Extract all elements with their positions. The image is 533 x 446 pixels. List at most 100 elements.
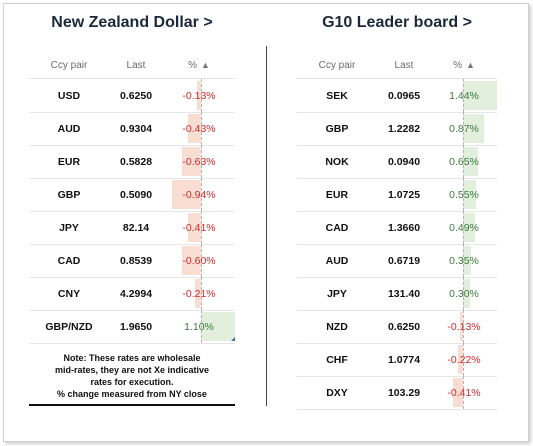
- triangle-up-icon: ▲: [465, 60, 475, 70]
- pct-change-value: -0.63%: [182, 155, 216, 168]
- last-rate-cell: 1.3660: [387, 221, 421, 234]
- pct-change-value: -0.60%: [182, 254, 216, 267]
- zero-line: [463, 79, 464, 112]
- change-bar: [187, 114, 201, 143]
- zero-line: [463, 112, 464, 145]
- ccy-pair-cell: GBP/NZD: [45, 320, 93, 333]
- last-rate-cell: 0.0965: [387, 89, 421, 102]
- change-bar: [463, 81, 497, 110]
- table-row[interactable]: AUD 0.6719 0.35%: [297, 244, 497, 278]
- last-rate-cell: 1.2282: [387, 122, 421, 135]
- table-row[interactable]: JPY 131.40 0.30%: [297, 277, 497, 311]
- zero-line: [463, 343, 464, 376]
- pct-change-cell: 0.55%: [431, 178, 497, 211]
- zero-line: [463, 145, 464, 178]
- pct-change-cell: 0.35%: [431, 244, 497, 277]
- last-rate-cell: 0.0940: [387, 155, 421, 168]
- change-bar: [196, 81, 201, 110]
- pct-change-value: 0.30%: [449, 287, 479, 300]
- ccy-pair-cell: USD: [57, 89, 81, 102]
- table-row[interactable]: DXY 103.29 -0.41%: [297, 376, 497, 410]
- change-bar: [201, 312, 235, 341]
- note-line: % change measured from NY close: [57, 389, 207, 399]
- last-rate-cell: 131.40: [387, 287, 421, 300]
- ccy-pair-cell: NOK: [325, 155, 349, 168]
- pct-change-value: 0.35%: [449, 254, 479, 267]
- zero-line: [201, 244, 202, 277]
- last-rate-cell: 0.8539: [119, 254, 153, 267]
- pct-change-value: 1.44%: [449, 89, 479, 102]
- change-bar: [171, 180, 201, 209]
- zero-line: [201, 178, 202, 211]
- table-row[interactable]: GBP/NZD 1.9650 1.10%: [29, 310, 235, 344]
- ccy-pair-cell: GBP: [57, 188, 81, 201]
- last-rate-cell: 1.0725: [387, 188, 421, 201]
- last-rate-cell: 0.9304: [119, 122, 153, 135]
- pct-change-cell: -0.13%: [431, 310, 497, 343]
- g10-table-header: Ccy pair Last % ▲: [297, 52, 497, 79]
- triangle-up-icon: ▲: [200, 60, 210, 70]
- table-row[interactable]: GBP 1.2282 0.87%: [297, 112, 497, 146]
- header-last: Last: [126, 59, 146, 71]
- pct-change-value: 0.65%: [449, 155, 479, 168]
- change-bar: [463, 147, 479, 176]
- last-rate-cell: 82.14: [122, 221, 150, 234]
- table-row[interactable]: NZD 0.6250 -0.13%: [297, 310, 497, 344]
- table-row[interactable]: CAD 0.8539 -0.60%: [29, 244, 235, 278]
- pct-change-cell: 0.30%: [431, 277, 497, 310]
- change-bar: [463, 180, 476, 209]
- zero-line: [463, 211, 464, 244]
- header-pct-sort[interactable]: % ▲: [163, 52, 235, 78]
- widget-frame: New Zealand Dollar > Ccy pair Last % ▲ U…: [3, 3, 529, 442]
- resize-corner-icon: [231, 337, 235, 341]
- pct-change-cell: -0.60%: [163, 244, 235, 277]
- zero-line: [201, 145, 202, 178]
- note-line: Note: These rates are wholesale: [63, 353, 201, 363]
- pct-change-value: -0.22%: [447, 353, 481, 366]
- pct-change-cell: 0.87%: [431, 112, 497, 145]
- table-row[interactable]: AUD 0.9304 -0.43%: [29, 112, 235, 146]
- table-row[interactable]: EUR 0.5828 -0.63%: [29, 145, 235, 179]
- pct-change-value: 0.49%: [449, 221, 479, 234]
- g10-panel-title-link[interactable]: G10 Leader board >: [322, 14, 472, 31]
- ccy-pair-cell: SEK: [326, 89, 348, 102]
- header-last: Last: [394, 59, 414, 71]
- table-row[interactable]: USD 0.6250 -0.13%: [29, 79, 235, 113]
- ccy-pair-cell: CAD: [57, 254, 81, 267]
- pct-change-value: -0.21%: [182, 287, 216, 300]
- last-rate-cell: 0.6250: [387, 320, 421, 333]
- table-row[interactable]: CHF 1.0774 -0.22%: [297, 343, 497, 377]
- last-rate-cell: 0.6719: [387, 254, 421, 267]
- last-rate-cell: 4.2994: [119, 287, 153, 300]
- zero-line: [463, 277, 464, 310]
- table-row[interactable]: JPY 82.14 -0.41%: [29, 211, 235, 245]
- ccy-pair-cell: JPY: [327, 287, 347, 300]
- ccy-pair-cell: JPY: [59, 221, 79, 234]
- zero-line: [201, 211, 202, 244]
- zero-line: [201, 277, 202, 310]
- pct-change-value: -0.94%: [182, 188, 216, 201]
- change-bar: [463, 114, 484, 143]
- pct-change-cell: -0.21%: [163, 277, 235, 310]
- change-bar: [188, 213, 201, 242]
- ccy-pair-cell: NZD: [326, 320, 348, 333]
- table-row[interactable]: EUR 1.0725 0.55%: [297, 178, 497, 212]
- nzd-panel-title-link[interactable]: New Zealand Dollar >: [51, 14, 213, 31]
- pct-change-value: -0.13%: [447, 320, 481, 333]
- ccy-pair-cell: CNY: [57, 287, 81, 300]
- pct-change-value: 1.10%: [184, 320, 214, 333]
- header-pct-sort[interactable]: % ▲: [431, 52, 497, 78]
- zero-line: [201, 79, 202, 112]
- pct-change-cell: 1.44%: [431, 79, 497, 112]
- table-row[interactable]: CAD 1.3660 0.49%: [297, 211, 497, 245]
- pct-change-value: 0.55%: [449, 188, 479, 201]
- note-line: rates for execution.: [90, 377, 174, 387]
- table-row[interactable]: NOK 0.0940 0.65%: [297, 145, 497, 179]
- change-bar: [459, 312, 463, 341]
- table-row[interactable]: SEK 0.0965 1.44%: [297, 79, 497, 113]
- ccy-pair-cell: AUD: [325, 254, 349, 267]
- header-ccy-pair: Ccy pair: [318, 59, 356, 71]
- table-row[interactable]: CNY 4.2994 -0.21%: [29, 277, 235, 311]
- change-bar: [463, 213, 475, 242]
- table-row[interactable]: GBP 0.5090 -0.94%: [29, 178, 235, 212]
